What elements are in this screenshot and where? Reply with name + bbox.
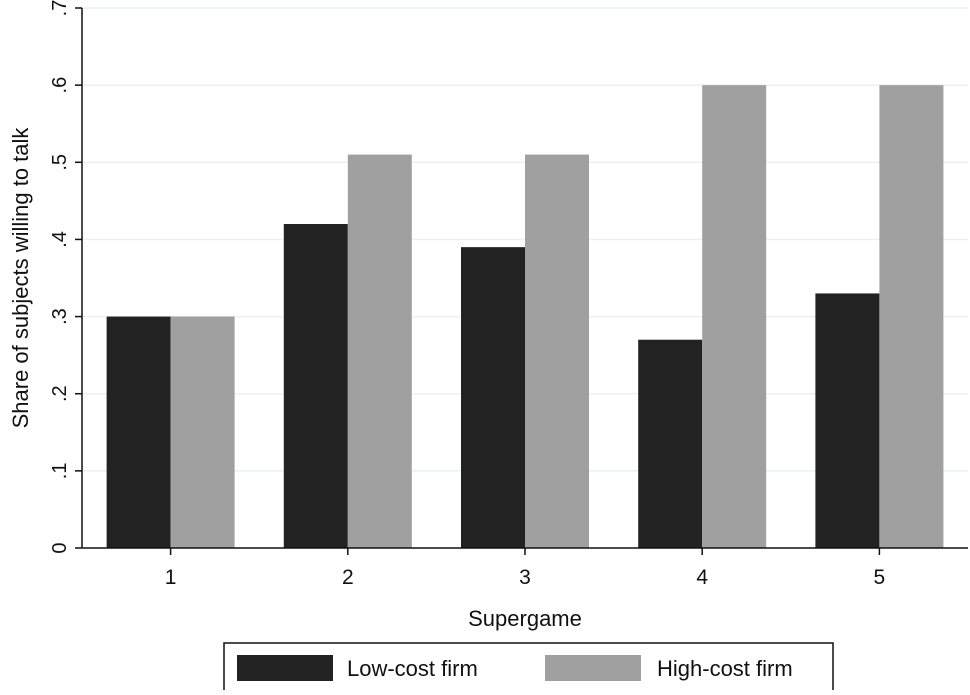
x-tick-label: 5 (874, 566, 886, 589)
bar-low-cost-firm-1 (106, 316, 171, 548)
y-tick-label: .4 (49, 231, 71, 248)
y-tick-label: .5 (49, 154, 71, 171)
legend-swatch (237, 655, 333, 681)
axis-labels: 0 .1 .2 .3 .4 .5 .6 .7 1 2 3 4 5 Share of subjects wi… (8, 0, 885, 631)
y-tick-label: .7 (49, 0, 71, 16)
x-tick-label: 4 (696, 566, 708, 589)
y-tick-label: .6 (49, 77, 71, 94)
bar-low-cost-firm-5 (815, 293, 880, 548)
legend: Low-cost firm High-cost firm (223, 642, 834, 694)
bars (106, 85, 944, 549)
y-tick-label: 0 (49, 542, 71, 553)
bar-high-cost-firm-3 (525, 154, 589, 549)
y-tick-label: .1 (49, 463, 71, 480)
y-tick-label: .3 (49, 308, 71, 325)
bar-high-cost-firm-2 (347, 154, 412, 549)
legend-swatch (545, 655, 641, 681)
axes (75, 7, 968, 555)
bar-low-cost-firm-3 (461, 247, 525, 548)
x-tick-label: 2 (342, 566, 354, 589)
bar-high-cost-firm-4 (702, 85, 767, 549)
bar-low-cost-firm-4 (638, 339, 703, 548)
legend-label: High-cost firm (657, 656, 793, 681)
x-tick-label: 1 (165, 566, 177, 589)
x-tick-label: 3 (519, 566, 531, 589)
legend-label: Low-cost firm (347, 656, 478, 681)
bar-high-cost-firm-5 (879, 85, 944, 549)
bar-low-cost-firm-2 (283, 224, 348, 548)
y-axis-title: Share of subjects willing to talk (8, 127, 33, 429)
x-axis-title: Supergame (468, 606, 582, 631)
y-tick-label: .2 (49, 385, 71, 402)
bar-high-cost-firm-1 (170, 316, 235, 548)
